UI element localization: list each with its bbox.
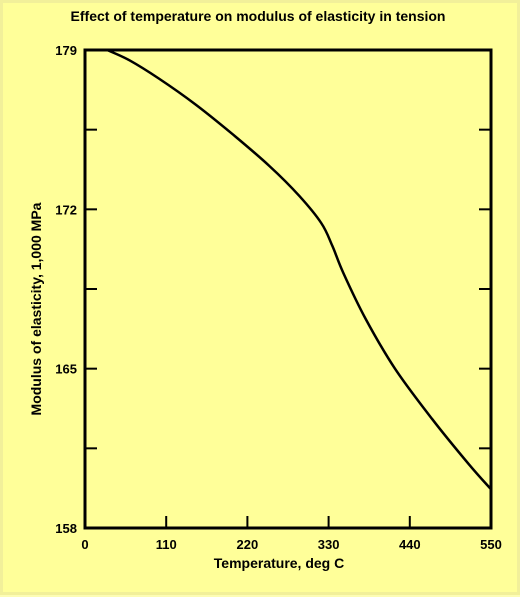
line-chart: Effect of temperature on modulus of elas… xyxy=(28,8,502,571)
y-tick-label: 165 xyxy=(55,362,77,377)
x-tick-label: 440 xyxy=(399,537,421,552)
series-line xyxy=(105,48,493,491)
x-tick-label: 0 xyxy=(81,537,88,552)
x-tick-label: 550 xyxy=(480,537,502,552)
y-tick-label: 158 xyxy=(55,521,77,536)
y-tick-label: 179 xyxy=(55,43,77,58)
x-axis-label: Temperature, deg C xyxy=(214,555,344,571)
y-tick-label: 172 xyxy=(55,202,77,217)
x-tick-label: 330 xyxy=(318,537,340,552)
plot-frame xyxy=(83,48,493,530)
chart-title: Effect of temperature on modulus of elas… xyxy=(71,8,446,24)
x-tick-label: 220 xyxy=(237,537,259,552)
x-tick-label: 110 xyxy=(156,537,177,552)
x-axis-ticks: 0 110 220 330 440 550 xyxy=(81,516,502,552)
y-axis-label: Modulus of elasticity, 1,000 MPa xyxy=(28,202,44,415)
y-axis-ticks: 158 165 172 179 xyxy=(55,43,491,536)
